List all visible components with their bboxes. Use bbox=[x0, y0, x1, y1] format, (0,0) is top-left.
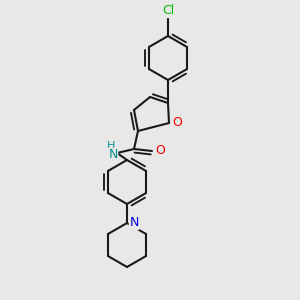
Text: O: O bbox=[172, 116, 182, 130]
Text: N: N bbox=[108, 148, 118, 161]
Text: N: N bbox=[129, 217, 139, 230]
Text: H: H bbox=[107, 141, 115, 151]
Text: Cl: Cl bbox=[162, 4, 174, 17]
Text: O: O bbox=[155, 145, 165, 158]
